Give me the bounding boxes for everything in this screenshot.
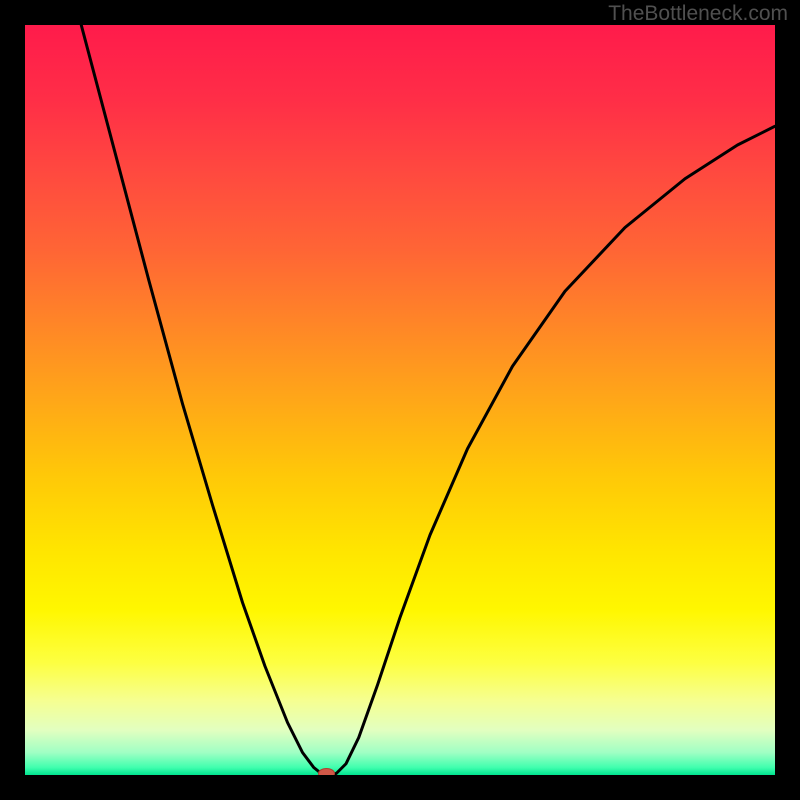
watermark-text: TheBottleneck.com (608, 2, 788, 26)
chart-svg (25, 25, 775, 775)
optimal-point-marker (319, 769, 335, 776)
bottleneck-chart (25, 25, 775, 775)
chart-background (25, 25, 775, 775)
